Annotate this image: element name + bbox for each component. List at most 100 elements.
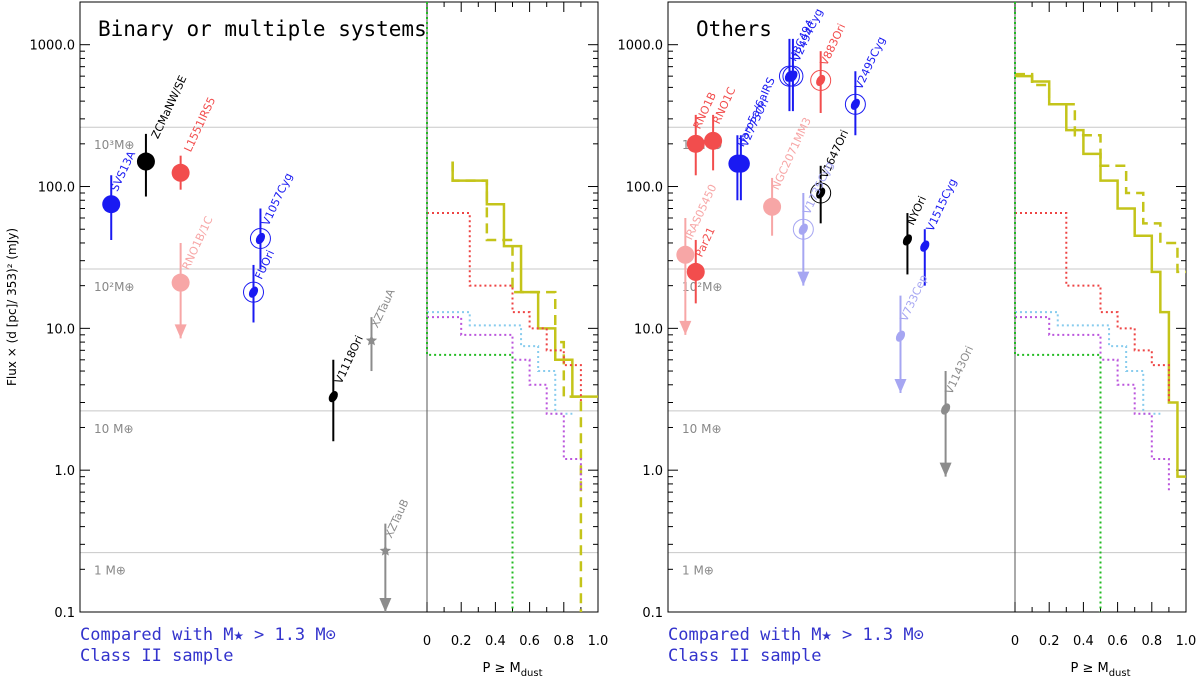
x-tick-label: 0.6	[519, 634, 540, 649]
x-axis-label: P ≥ Mdust	[1070, 661, 1130, 679]
probability-curve-violet	[1015, 316, 1170, 493]
point-label: V1118Ori	[332, 333, 366, 385]
marker-ellipse	[816, 187, 826, 199]
point-label: RNO1B/1C	[180, 214, 216, 272]
y-axis-label: Flux × (d [pc]/ 353)² (mJy)	[5, 228, 19, 386]
marker-ring	[249, 228, 271, 250]
marker-ellipse	[248, 286, 259, 298]
marker-circle	[731, 154, 750, 173]
data-point: SVS13A	[102, 149, 138, 240]
upper-limit-arrow	[894, 379, 907, 394]
upper-limit-arrow	[679, 320, 692, 335]
data-point: FUOri	[243, 248, 277, 323]
marker-circle	[686, 262, 705, 281]
point-label: ZCMaNW/SE	[149, 73, 190, 140]
point-label: V2495Cyg	[852, 35, 888, 92]
marker-circle	[676, 245, 695, 264]
marker-ellipse	[798, 223, 808, 235]
probability-curve-redstep	[427, 212, 582, 403]
marker-star	[379, 544, 392, 556]
mass-label: 10²M⊕	[94, 280, 135, 294]
marker-ring	[778, 65, 800, 87]
marker-ring	[243, 281, 264, 303]
footer-line-1: Compared with M★ > 1.3 M⊙	[668, 625, 924, 645]
y-tick-label: 1.0	[54, 464, 75, 479]
data-point: RNO1B/1C	[171, 214, 216, 339]
point-label: XZTauA	[368, 287, 397, 330]
y-tick-label: 1000.0	[618, 39, 664, 54]
upper-limit-arrow	[379, 598, 392, 612]
data-point: XZTauB	[379, 497, 412, 612]
data-point: IRAS05450	[676, 182, 719, 335]
y-tick-label: 100.0	[38, 181, 75, 196]
marker-ellipse	[255, 232, 266, 245]
marker-circle	[102, 195, 121, 214]
y-tick-label: 10.0	[46, 322, 75, 337]
panel-title: Binary or multiple systems	[98, 17, 427, 41]
footer-line-2: Class II sample	[668, 646, 822, 666]
x-tick-label: 0.2	[1039, 634, 1060, 649]
probability-curve-violet	[427, 316, 582, 493]
data-point: V1118Ori	[328, 333, 366, 442]
plot-frame	[79, 1, 599, 613]
marker-ellipse	[328, 391, 338, 403]
marker-ellipse	[816, 74, 826, 86]
upper-limit-arrow	[939, 462, 952, 477]
x-tick-label: 0	[423, 634, 431, 649]
marker-ellipse	[895, 330, 906, 342]
probability-curve-green	[1014, 2, 1102, 612]
point-label: SVS13A	[108, 149, 138, 194]
probability-curve-olive	[451, 161, 598, 398]
point-label: V1057Cyg	[259, 171, 295, 228]
x-tick-label: 1.0	[1176, 634, 1197, 649]
y-tick-label: 1000.0	[30, 39, 76, 54]
plot-frame	[667, 1, 1187, 613]
marker-ring	[810, 69, 832, 91]
upper-limit-arrow	[797, 271, 810, 286]
x-tick-label: 0.6	[1107, 634, 1128, 649]
probability-curve-olive	[451, 161, 583, 612]
x-tick-label: 0.4	[1073, 634, 1094, 649]
data-point: V883Ori	[810, 22, 848, 113]
marker-ring	[782, 65, 804, 87]
marker-circle	[763, 197, 782, 216]
marker-circle	[171, 273, 190, 292]
data-point: V1143Ori	[939, 344, 976, 477]
marker-circle	[686, 134, 705, 153]
x-tick-label: 0.2	[451, 634, 472, 649]
x-tick-label: 0	[1011, 634, 1019, 649]
point-label: V1735Cyg	[800, 160, 836, 217]
marker-circle	[171, 163, 190, 182]
point-label: XZTauB	[382, 497, 411, 540]
probability-curve-green	[426, 2, 514, 612]
probability-curve-cyan	[427, 311, 573, 415]
data-point: V2495Cyg	[844, 35, 888, 136]
probability-curve-cyan	[1015, 311, 1161, 415]
point-label: L1551IRS5	[182, 95, 219, 154]
data-point: NGC2071MM3	[763, 115, 814, 236]
marker-ellipse	[941, 403, 951, 415]
marker-ring	[792, 218, 814, 240]
x-tick-label: 0.4	[485, 634, 506, 649]
y-tick-label: 0.1	[642, 606, 663, 621]
upper-limit-arrow	[174, 324, 187, 339]
marker-ellipse	[902, 234, 913, 246]
marker-ellipse	[788, 70, 798, 82]
data-point: L1551IRS5	[171, 95, 219, 190]
mass-label: 10 M⊕	[682, 422, 722, 436]
title-bg	[94, 12, 424, 42]
marker-ring	[844, 93, 866, 115]
mass-label: 10²M⊕	[682, 280, 723, 294]
marker-circle	[136, 152, 155, 171]
mass-label: 1 M⊕	[94, 564, 126, 578]
y-tick-label: 10.0	[634, 322, 663, 337]
panel-title: Others	[696, 17, 772, 41]
point-label: V1515Cyg	[924, 177, 960, 234]
marker-ring	[810, 182, 832, 204]
panel-2: 10³M⊕10²M⊕10 M⊕1 M⊕0.11.010.0100.01000.0…	[618, 1, 1197, 679]
marker-ellipse	[920, 240, 930, 252]
probability-curve-redstep	[1015, 212, 1170, 403]
title-bg	[692, 12, 780, 42]
mass-label: 10³M⊕	[94, 138, 135, 152]
